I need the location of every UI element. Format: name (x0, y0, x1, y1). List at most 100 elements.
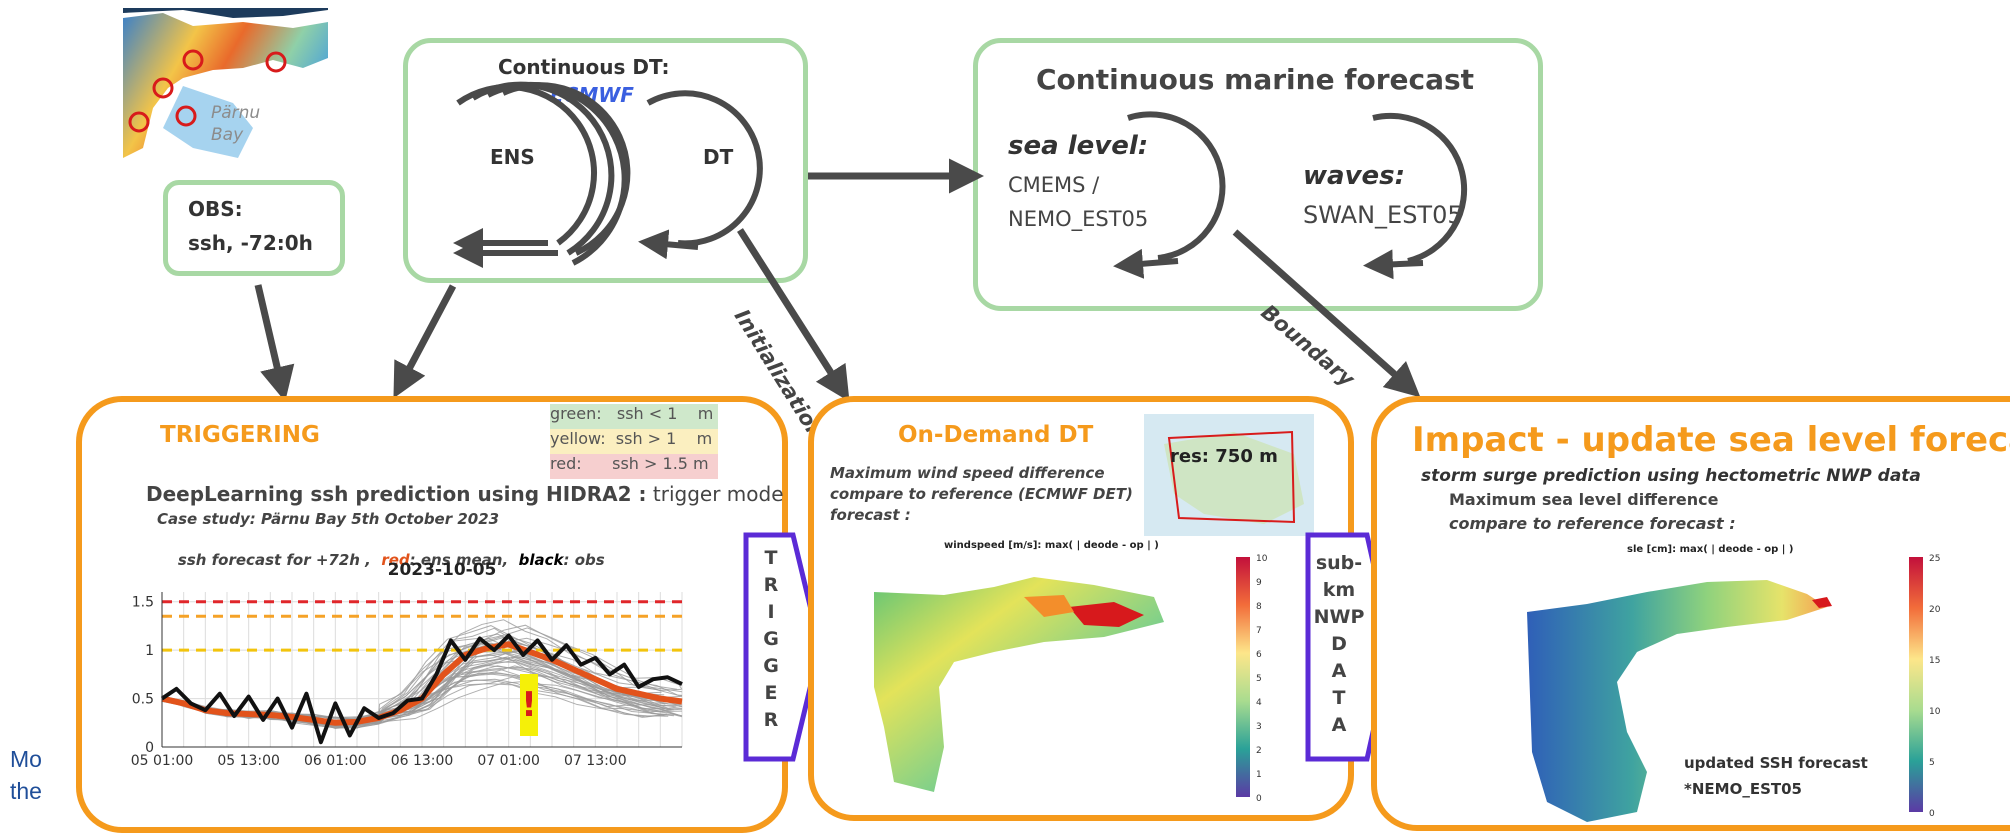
resolution-label: res: 750 m (1170, 446, 1278, 467)
colorbar-tick-label: 15 (1929, 656, 1940, 666)
left-edge-line-2: the (10, 778, 42, 804)
chart-series (160, 633, 683, 745)
chart-title: 2023-10-05 (388, 560, 497, 580)
colorbar-tick-label: 1 (1256, 770, 1262, 780)
impact-box: Impact - update sea level forecast storm… (1371, 396, 2010, 831)
trigger-chevron (743, 532, 823, 762)
obs-station-marker (265, 51, 287, 73)
ondemand-desc-3: forecast : (830, 506, 911, 524)
y-tick-label: 1.5 (132, 595, 154, 611)
colorbar-tick-label: 5 (1929, 758, 1935, 768)
chevron-letter: I (767, 601, 775, 623)
continuous-dt-title: Continuous DT: (498, 55, 670, 79)
nwp-line-3: NWP (1313, 606, 1365, 628)
colorbar-tick-label: 3 (1256, 722, 1262, 732)
legend-red: red: ssh > 1.5 m (550, 454, 718, 479)
obs-station-marker (128, 111, 150, 133)
chevron-letter: E (764, 682, 778, 704)
colorbar-tick-label: 10 (1256, 554, 1268, 564)
waves-label: waves: (1303, 161, 1406, 191)
continuous-dt-box: Continuous DT: ECMWF ENS DT (403, 38, 808, 283)
colorbar-tick-label: 0 (1256, 794, 1262, 802)
series-line-black (160, 633, 683, 745)
sea-level-label: sea level: (1008, 131, 1149, 161)
dt-label: DT (703, 145, 734, 169)
chevron-letter: G (763, 628, 779, 650)
colorbar-tick-label: 2 (1256, 746, 1262, 756)
x-tick-label: 06 13:00 (391, 753, 454, 769)
waves-source: SWAN_EST05 (1303, 201, 1463, 229)
updated-ssh-line-1: updated SSH forecast (1684, 754, 1868, 772)
nwp-line-2: km (1322, 579, 1356, 601)
impact-desc-2: compare to reference forecast : (1449, 514, 1736, 533)
trigger-alert-badge: ! (520, 674, 538, 736)
chevron-letter: G (763, 655, 779, 677)
forecast-mid: : ens mean, (409, 551, 519, 569)
obs-station-marker (152, 77, 174, 99)
legend-green: green: ssh < 1 m (550, 404, 718, 429)
hidra-heading: DeepLearning ssh prediction using HIDRA2… (146, 482, 784, 506)
colorbar-tick-label: 8 (1256, 602, 1262, 612)
windspeed-map-title: windspeed [m/s]: max( | deode - op | ) (944, 540, 1159, 551)
sea-level-source-1: CMEMS / (1008, 173, 1100, 197)
domain-map: res: 750 m (1144, 414, 1314, 536)
triggering-title: TRIGGERING (160, 422, 320, 448)
chart-axes: 0 0.5 1 1.5 05 01:00 05 13:00 06 01:00 06 13:00… (131, 592, 682, 769)
left-edge-line-1: Mo (10, 746, 42, 772)
case-study-text: Case study: Pärnu Bay 5th October 2023 (157, 510, 500, 528)
nwp-line-1: sub- (1315, 552, 1363, 574)
chevron-letter: A (1331, 714, 1347, 736)
obs-value: ssh, -72:0h (188, 231, 313, 255)
threshold-legend: green: ssh < 1 m yellow: ssh > 1 m red: … (550, 404, 718, 479)
updated-ssh-line-2: *NEMO_EST05 (1684, 780, 1802, 798)
forecast-description: ssh forecast for +72h , red: ens mean, b… (157, 533, 605, 587)
chevron-letter: T (764, 547, 778, 569)
hidra-heading-bold: DeepLearning ssh prediction using HIDRA2… (146, 482, 647, 506)
chevron-letter: R (763, 574, 779, 596)
x-tick-label: 06 01:00 (304, 753, 367, 769)
colorbar-tick-label: 10 (1929, 707, 1941, 717)
obs-box: OBS: ssh, -72:0h (163, 180, 345, 276)
obs-title: OBS: (188, 197, 243, 221)
ondemand-title: On-Demand DT (898, 422, 1094, 448)
colorbar-tick-label: 4 (1256, 698, 1262, 708)
colorbar-tick-label: 9 (1256, 578, 1262, 588)
ondemand-desc-1: Maximum wind speed difference (830, 464, 1105, 482)
sle-map-title: sle [cm]: max( | deode - op | ) (1627, 544, 1794, 555)
y-tick-label: 1 (145, 643, 154, 659)
colorbar-tick-label: 25 (1929, 554, 1940, 564)
colorbar-tick-label: 0 (1929, 809, 1935, 817)
legend-yellow: yellow: ssh > 1 m (550, 429, 718, 454)
chevron-letter: T (1332, 687, 1346, 709)
forecast-suffix: : obs (563, 551, 605, 569)
baltic-map-thumbnail: Pärnu Bay (123, 8, 328, 168)
colorbar-tick-label: 20 (1929, 605, 1941, 615)
sea-level-source-2: NEMO_EST05 (1008, 207, 1149, 231)
ondemand-desc-2: compare to reference (ECMWF DET) (830, 485, 1133, 503)
colorbar-tick-label: 6 (1256, 650, 1262, 660)
trigger-alert-mark: ! (521, 685, 537, 725)
sle-colorbar-ticks: 25 20 15 10 5 0 (1929, 554, 1941, 817)
ens-label: ENS (490, 145, 535, 169)
x-tick-label: 07 13:00 (564, 753, 627, 769)
obs-station-marker (175, 105, 197, 127)
triggering-box: TRIGGERING green: ssh < 1 m yellow: ssh … (76, 396, 788, 833)
marine-cycle-icons (1113, 111, 1468, 280)
sea-level-difference-map (1527, 580, 1832, 822)
obs-station-marker (182, 49, 204, 71)
left-edge-text: Mo the (10, 743, 42, 807)
hidra-heading-mode: trigger mode (646, 482, 784, 506)
impact-desc-1: Maximum sea level difference (1449, 490, 1719, 509)
chevron-letter: R (763, 709, 779, 731)
marine-forecast-box: Continuous marine forecast sea level: CM… (973, 38, 1543, 311)
sle-colorbar: 25 20 15 10 5 0 (1909, 554, 1941, 817)
y-tick-label: 0.5 (132, 692, 154, 708)
domain-map-image (1144, 414, 1314, 536)
map-label-line2: Bay (211, 125, 244, 145)
impact-title: Impact - update sea level forecast (1412, 420, 2010, 460)
